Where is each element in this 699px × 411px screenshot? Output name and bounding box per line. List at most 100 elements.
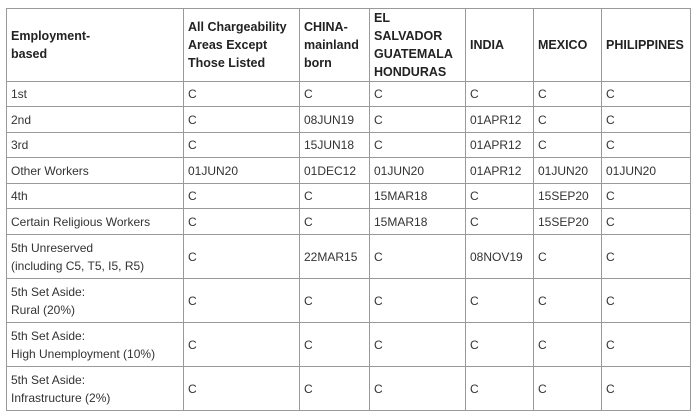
cell-line: 5th Unreserved [11,240,94,255]
cell-line: 1st [11,87,28,101]
cell-line: HONDURAS [374,65,447,79]
cell-line: 3rd [11,138,29,152]
date-cell: C [183,183,300,209]
date-cell: C [369,106,466,133]
date-cell: C [533,81,602,107]
bulletin-table: Employment-based All Chargeability Areas E… [6,8,691,411]
date-cell: C [601,183,691,209]
row-label: 5th Set Aside: Infrastructure (2%) [6,366,184,411]
date-cell: 01JUN20 [183,157,300,184]
date-cell: C [299,278,370,323]
header-cell: MEXICO [533,8,602,82]
cell-line: Those Listed [188,56,266,70]
date-cell: C [601,366,691,411]
date-cell: C [601,132,691,158]
date-cell: C [299,208,370,235]
date-cell: 01JUN20 [601,157,691,184]
date-cell: 15MAR18 [369,183,466,209]
cell-line: Other Workers [11,163,89,178]
date-cell: C [533,106,602,133]
table-header: Employment-based All Chargeability Areas E… [6,8,691,82]
date-cell: C [183,366,300,411]
row-label: 2nd [6,106,184,133]
date-cell: 08JUN19 [299,106,370,133]
table-row: 5th Set Aside: High Unemployment (10%) C C C… [6,322,691,367]
date-cell: 15SEP20 [533,183,602,209]
date-cell: C [465,208,534,235]
date-cell: 01DEC12 [299,157,370,184]
cell-line: GUATEMALA [374,47,453,61]
date-cell: 08NOV19 [465,234,534,279]
table-row: Other Workers 01JUN20 01DEC12 01JUN20 01APR1… [6,157,691,184]
header-cell: All Chargeability Areas Except Those Liste… [183,8,300,82]
row-label: 1st [6,81,184,107]
cell-line: Areas Except [188,38,268,52]
cell-line: CHINA- [304,20,348,34]
header-row: Employment-based All Chargeability Areas E… [6,8,691,82]
date-cell: C [601,208,691,235]
date-cell: C [183,234,300,279]
cell-line: EL SALVADOR [374,11,443,43]
cell-line: 5th Set Aside: [11,328,86,343]
date-cell: C [369,234,466,279]
date-cell: 01APR12 [465,106,534,133]
table-row: 5th Set Aside: Rural (20%) C C C C C C [6,278,691,323]
date-cell: C [183,278,300,323]
row-label: 4th [6,183,184,209]
date-cell: C [183,322,300,367]
cell-line: MEXICO [538,38,588,52]
cell-line: Certain Religious Workers [11,214,151,229]
header-cell: Employment-based [6,8,184,82]
cell-line: 5th Set Aside: [11,372,86,387]
date-cell: 22MAR15 [299,234,370,279]
date-cell: 01JUN20 [533,157,602,184]
table-row: Certain Religious Workers C C 15MAR18 C 15SEP… [6,208,691,235]
cell-line: Rural (20%) [11,302,76,317]
row-label: Other Workers [6,157,184,184]
cell-line: 5th Set Aside: [11,284,86,299]
date-cell: C [601,322,691,367]
date-cell: C [465,81,534,107]
row-label: 5th Unreserved (including C5, T5, I5, R5) [6,234,184,279]
date-cell: C [465,278,534,323]
date-cell: C [299,322,370,367]
table-row: 3rd C 15JUN18 C 01APR12 C C [6,132,691,158]
date-cell: C [533,132,602,158]
date-cell: C [601,106,691,133]
cell-line: All Chargeability [188,20,287,34]
date-cell: C [465,183,534,209]
cell-line: PHILIPPINES [606,38,684,52]
row-label: 5th Set Aside: High Unemployment (10%) [6,322,184,367]
header-cell: INDIA [465,8,534,82]
header-cell: EL SALVADOR GUATEMALA HONDURAS [369,8,466,82]
date-cell: 01APR12 [465,157,534,184]
table-row: 5th Unreserved (including C5, T5, I5, R5)… [6,234,691,279]
cell-line: born [304,56,332,70]
date-cell: C [299,183,370,209]
date-cell: C [533,278,602,323]
header-cell: CHINA-mainland born [299,8,370,82]
date-cell: 15SEP20 [533,208,602,235]
date-cell: C [465,322,534,367]
date-cell: C [183,106,300,133]
cell-line: mainland [304,38,359,52]
cell-line: Employment- [11,29,91,43]
table-row: 4th C C 15MAR18 C 15SEP20 C [6,183,691,209]
date-cell: C [183,81,300,107]
date-cell: C [299,81,370,107]
date-cell: 01APR12 [465,132,534,158]
row-label: 3rd [6,132,184,158]
date-cell: C [601,278,691,323]
date-cell: 01JUN20 [369,157,466,184]
table-body: 1st C C C C C C 2nd C 08JUN19 C 01APR12 C C 3rd C 15JUN1… [6,81,691,411]
date-cell: C [183,132,300,158]
date-cell: C [369,322,466,367]
table-row: 5th Set Aside: Infrastructure (2%) C C C C C C [6,366,691,411]
cell-line: High Unemployment (10%) [11,346,156,361]
date-cell: C [369,81,466,107]
cell-line: based [11,47,48,61]
row-label: Certain Religious Workers [6,208,184,235]
header-cell: PHILIPPINES [601,8,691,82]
date-cell: C [601,234,691,279]
